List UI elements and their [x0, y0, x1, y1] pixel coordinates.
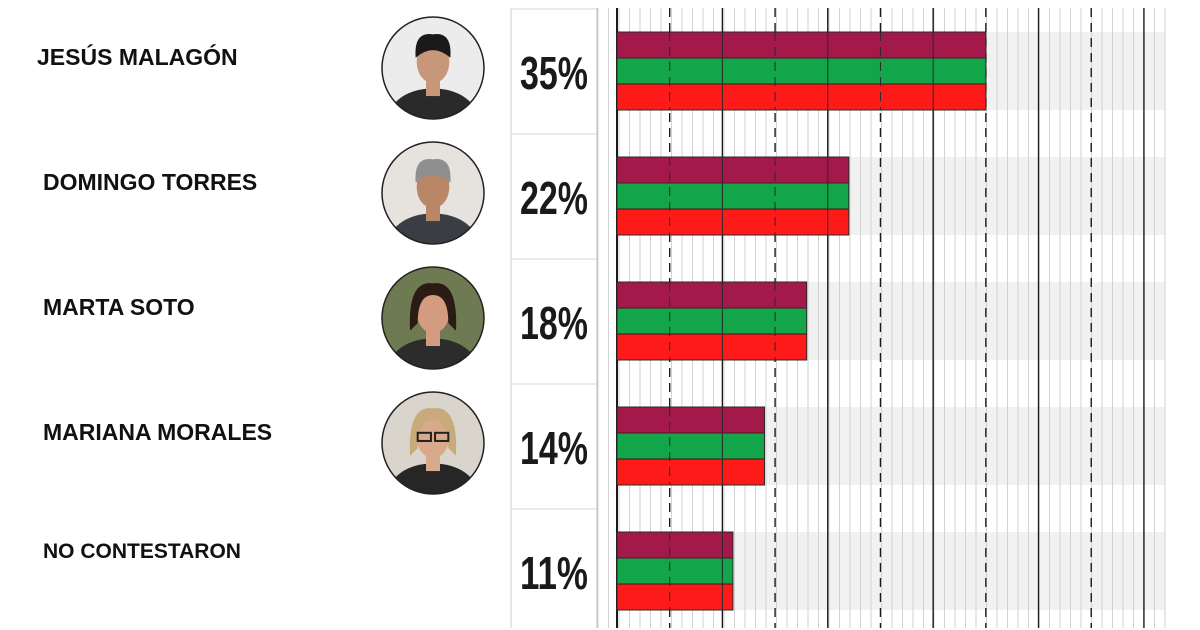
- bar-stripe: [617, 459, 765, 485]
- candidate-name: DOMINGO TORRES: [43, 169, 257, 195]
- bar-outline: [616, 31, 987, 111]
- result-bar: [616, 406, 766, 486]
- bar-stripe: [617, 433, 765, 459]
- bar-outline: [616, 531, 734, 611]
- percent-label: 35%: [520, 47, 588, 99]
- rows-layer: JESÚS MALAGÓN 35% DOMINGO TORRES 22% MARTA S…: [37, 16, 987, 611]
- result-bar: [616, 281, 808, 361]
- candidate-row: DOMINGO TORRES 22%: [43, 141, 850, 245]
- candidate-name: MARIANA MORALES: [43, 419, 272, 445]
- candidate-photo: [381, 266, 485, 370]
- candidate-photo: [381, 16, 485, 120]
- bar-stripe: [617, 407, 765, 433]
- candidate-row: NO CONTESTARON 11%: [43, 531, 734, 611]
- candidate-name: MARTA SOTO: [43, 294, 195, 320]
- result-bar: [616, 156, 850, 236]
- bar-stripe: [617, 558, 733, 584]
- bar-stripe: [617, 282, 807, 308]
- bar-stripe: [617, 532, 733, 558]
- candidate-name: JESÚS MALAGÓN: [37, 43, 238, 70]
- candidate-photo: [381, 141, 485, 245]
- bar-stripe: [617, 183, 849, 209]
- bar-stripe: [617, 308, 807, 334]
- percent-label: 18%: [520, 297, 588, 349]
- bar-outline: [616, 156, 850, 236]
- candidate-name: NO CONTESTARON: [43, 540, 241, 563]
- bar-stripe: [617, 58, 986, 84]
- bar-stripe: [617, 334, 807, 360]
- grid-overlay: [669, 32, 934, 610]
- percent-label: 22%: [520, 172, 588, 224]
- bar-stripe: [617, 32, 986, 58]
- candidate-row: MARIANA MORALES 14%: [43, 391, 766, 495]
- bar-outline: [616, 281, 808, 361]
- bar-stripe: [617, 84, 986, 110]
- bar-stripe: [617, 584, 733, 610]
- candidate-row: JESÚS MALAGÓN 35%: [37, 16, 987, 120]
- bar-stripe: [617, 209, 849, 235]
- percent-label: 14%: [520, 422, 588, 474]
- percent-label: 11%: [520, 547, 588, 599]
- bar-stripe: [617, 157, 849, 183]
- result-bar: [616, 31, 987, 111]
- bar-outline: [616, 406, 766, 486]
- candidate-photo: [381, 391, 485, 495]
- result-bar: [616, 531, 734, 611]
